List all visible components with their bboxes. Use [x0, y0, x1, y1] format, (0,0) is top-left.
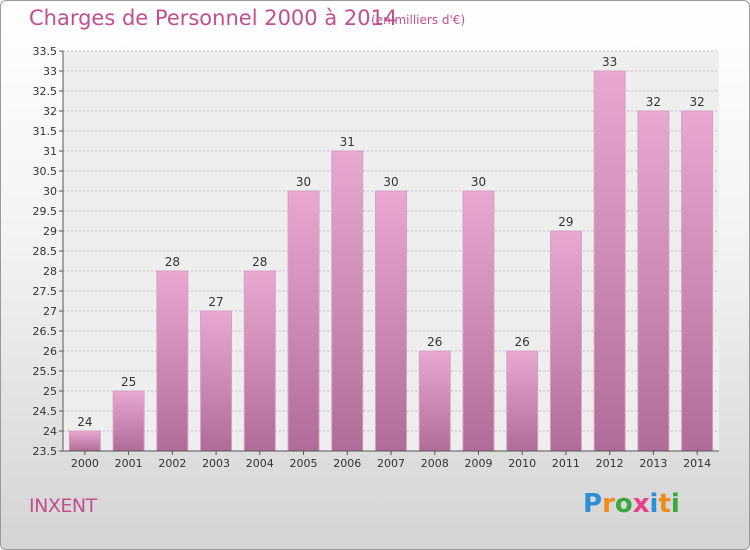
logo-letter: i	[649, 489, 659, 519]
bar-2010	[506, 350, 539, 452]
bar-2009	[462, 190, 495, 452]
x-tick-label: 2011	[552, 457, 580, 470]
bar-2013	[637, 110, 670, 452]
logo-letter: r	[602, 489, 615, 519]
y-tick-label: 28	[43, 265, 57, 278]
y-tick-label: 33.5	[33, 45, 58, 58]
y-tick-label: 30	[43, 185, 57, 198]
x-tick-label: 2002	[158, 457, 186, 470]
data-label: 33	[602, 55, 617, 69]
proxiti-logo: Proxiti	[583, 489, 680, 519]
entity-name: INXENT	[29, 495, 97, 517]
x-tick-label: 2006	[333, 457, 361, 470]
chart-title: Charges de Personnel 2000 à 2014	[29, 6, 398, 30]
data-label: 32	[646, 95, 661, 109]
bar-2006	[331, 150, 364, 452]
y-tick-label: 27	[43, 305, 57, 318]
bar-2003	[200, 310, 233, 452]
x-tick-label: 2003	[202, 457, 230, 470]
data-label: 29	[558, 215, 573, 229]
y-tick-label: 31.5	[33, 125, 58, 138]
y-tick-label: 33	[43, 65, 57, 78]
x-tick-label: 2005	[290, 457, 318, 470]
y-tick-label: 27.5	[33, 285, 58, 298]
y-tick-label: 23.5	[33, 445, 58, 458]
data-label: 26	[515, 335, 530, 349]
bar-2007	[375, 190, 407, 452]
y-tick-label: 29	[43, 225, 57, 238]
y-tick-label: 32	[43, 105, 57, 118]
logo-letter: t	[658, 489, 671, 519]
x-tick-label: 2014	[683, 457, 711, 470]
bar-2000	[68, 430, 101, 452]
bar-2005	[287, 190, 320, 452]
y-tick-label: 25	[43, 385, 57, 398]
data-label: 26	[427, 335, 442, 349]
x-tick-label: 2010	[508, 457, 536, 470]
data-label: 24	[77, 415, 92, 429]
bar-2014	[681, 110, 714, 452]
data-label: 30	[383, 175, 398, 189]
logo-letter: i	[670, 489, 680, 519]
y-tick-label: 32.5	[33, 85, 58, 98]
y-tick-label: 28.5	[33, 245, 58, 258]
data-label: 28	[252, 255, 267, 269]
logo-letter: o	[614, 489, 633, 519]
y-tick-label: 30.5	[33, 165, 58, 178]
x-tick-label: 2000	[71, 457, 99, 470]
bar-2002	[156, 270, 189, 452]
y-tick-label: 24.5	[33, 405, 58, 418]
data-label: 30	[471, 175, 486, 189]
chart-unit: (en milliers d'€)	[371, 13, 466, 27]
bar-2011	[549, 230, 582, 452]
x-tick-label: 2008	[421, 457, 449, 470]
x-tick-label: 2013	[639, 457, 667, 470]
data-label: 31	[340, 135, 355, 149]
x-tick-label: 2009	[464, 457, 492, 470]
y-tick-label: 26	[43, 345, 57, 358]
y-tick-label: 29.5	[33, 205, 58, 218]
bar-2012	[593, 70, 626, 452]
data-label: 32	[689, 95, 704, 109]
logo-letter: P	[583, 489, 603, 519]
data-label: 30	[296, 175, 311, 189]
y-tick-label: 25.5	[33, 365, 58, 378]
bar-2004	[243, 270, 276, 452]
data-label: 27	[208, 295, 223, 309]
data-label: 28	[165, 255, 180, 269]
data-label: 25	[121, 375, 136, 389]
x-tick-label: 2012	[596, 457, 624, 470]
y-tick-label: 26.5	[33, 325, 58, 338]
bar-2008	[418, 350, 451, 452]
bar-2001	[112, 390, 145, 452]
y-tick-label: 24	[43, 425, 57, 438]
x-tick-label: 2001	[115, 457, 143, 470]
x-tick-label: 2004	[246, 457, 274, 470]
x-tick-label: 2007	[377, 457, 405, 470]
y-tick-label: 31	[43, 145, 57, 158]
logo-letter: x	[632, 489, 650, 519]
